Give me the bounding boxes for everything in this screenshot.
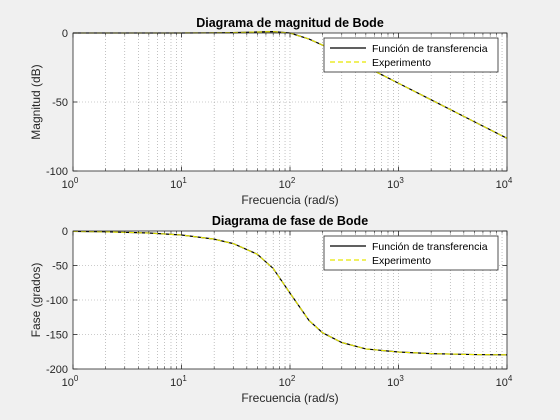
panel-0-y-tick-label: -100 — [46, 166, 68, 178]
panel-1-title: Diagrama de fase de Bode — [212, 214, 368, 228]
panel-0-y-tick-label: -50 — [52, 97, 68, 109]
panel-0-x-tick-label: 102 — [279, 176, 296, 191]
panel-1-x-tick-label: 102 — [279, 374, 296, 389]
panel-0-x-tick-label: 103 — [387, 176, 404, 191]
panel-1-x-tick-label: 104 — [496, 374, 513, 389]
panel-0-x-tick-label: 104 — [496, 176, 513, 191]
panel-1-x-axis-label: Frecuencia (rad/s) — [241, 391, 338, 405]
panel-0-grid — [73, 33, 507, 171]
panel-1-legend-label-experiment: Experimento — [372, 255, 431, 267]
panel-0-y-axis-label: Magnitud (dB) — [29, 64, 43, 139]
panel-0-legend-label-transfer-function: Función de transferencia — [372, 43, 488, 55]
phase-plot: 100 101 102 103 104 0 -50 -100 -150 -200 Diagrama … — [29, 214, 513, 405]
panel-1-y-axis-label: Fase (grados) — [29, 263, 43, 338]
magnitude-plot: 100 101 102 103 104 0 -50 -100 Diagrama de magni… — [29, 16, 513, 207]
panel-0-title: Diagrama de magnitud de Bode — [196, 16, 384, 30]
panel-1-y-tick-label: -200 — [46, 364, 68, 376]
panel-0-x-tick-label: 101 — [170, 176, 187, 191]
panel-0-x-axis-label: Frecuencia (rad/s) — [241, 193, 338, 207]
panel-1-y-tick-label: -150 — [46, 330, 68, 342]
panel-1-y-tick-label: 0 — [62, 226, 68, 238]
panel-1-legend-box — [323, 235, 499, 271]
panel-0-legend-label-experiment: Experimento — [372, 57, 431, 69]
panel-1-x-tick-label: 103 — [387, 374, 404, 389]
panel-1-legend: Función de transferencia Experimento — [323, 235, 499, 271]
panel-0-y-tick-label: 0 — [62, 28, 68, 40]
panel-1-x-tick-label: 101 — [170, 374, 187, 389]
panel-1-y-tick-label: -100 — [46, 295, 68, 307]
panel-0-x-tick-label: 100 — [62, 176, 79, 191]
panel-0-legend: Función de transferencia Experimento — [323, 37, 499, 73]
panel-1-series-experiment-line — [72, 230, 508, 356]
panel-1-y-tick-label: -50 — [52, 261, 68, 273]
panel-0-legend-box — [323, 37, 499, 73]
panel-1-legend-label-transfer-function: Función de transferencia — [372, 241, 488, 253]
panel-1-x-tick-label: 100 — [62, 374, 79, 389]
panel-1-grid — [73, 231, 507, 369]
